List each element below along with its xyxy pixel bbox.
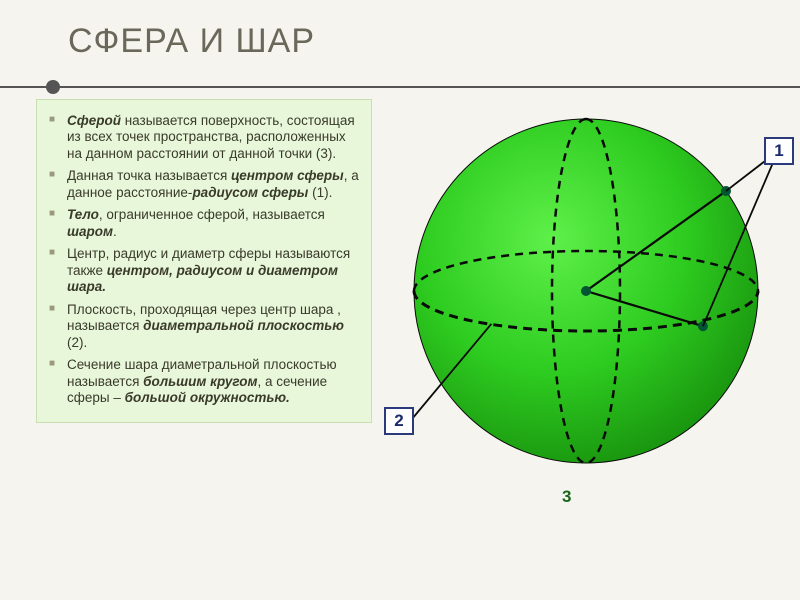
- bullet-item: Центр, радиус и диаметр сферы называются…: [47, 243, 361, 298]
- definition-panel: Сферой называется поверхность, состоящая…: [36, 99, 372, 423]
- center-point: [581, 286, 591, 296]
- bullet-item: Сечение шара диаметральной плоскостью на…: [47, 354, 361, 409]
- page-title: СФЕРА И ШАР: [68, 22, 800, 61]
- sphere-diagram: [386, 81, 786, 501]
- divider-dot: [46, 80, 60, 94]
- label-1: 1: [764, 137, 794, 165]
- bullet-list: Сферой называется поверхность, состоящая…: [47, 110, 361, 410]
- diagram-panel: 1 2 3: [376, 99, 788, 423]
- bullet-item: Сферой называется поверхность, состоящая…: [47, 110, 361, 165]
- label-3: 3: [562, 487, 571, 507]
- bullet-item: Плоскость, проходящая через центр шара ,…: [47, 299, 361, 354]
- surface-point-2: [698, 321, 708, 331]
- bullet-item: Данная точка называется центром сферы, а…: [47, 165, 361, 204]
- bullet-item: Тело, ограниченное сферой, называется ша…: [47, 204, 361, 243]
- label-2: 2: [384, 407, 414, 435]
